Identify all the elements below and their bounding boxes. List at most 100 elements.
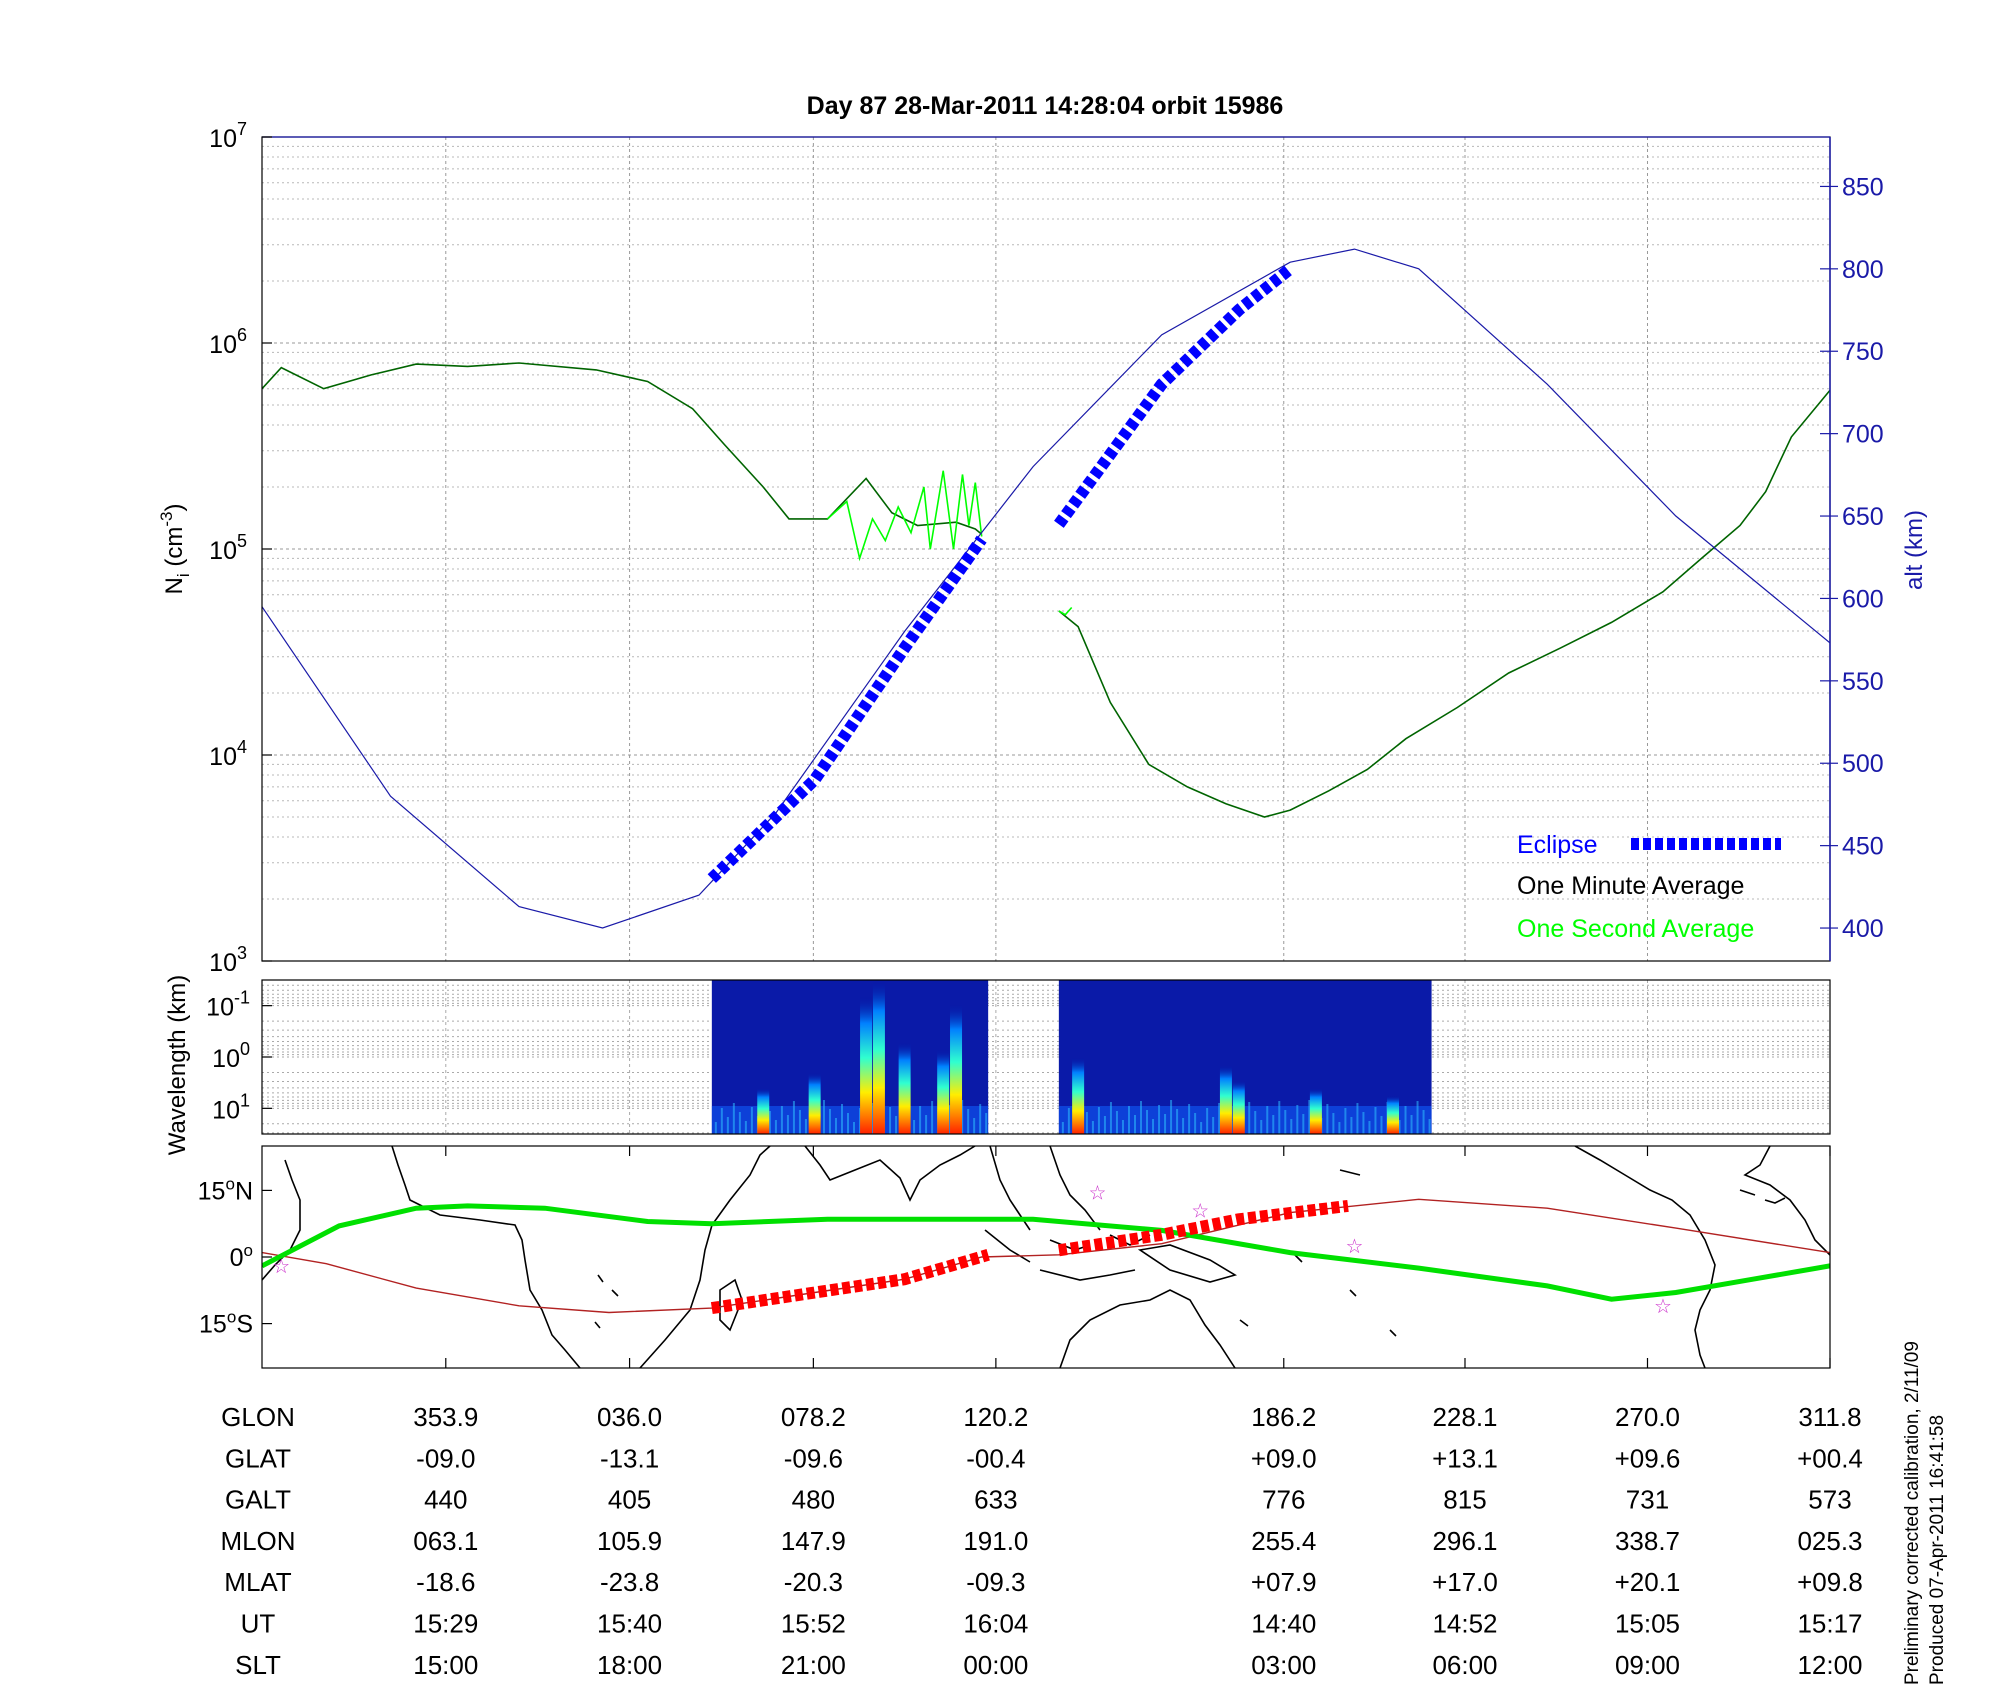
- spectrogram-striation: [973, 1118, 976, 1134]
- coast-madagascar: [719, 1278, 743, 1332]
- map-y-tick-label: 0o: [230, 1241, 253, 1272]
- spectrogram-striation: [846, 1113, 849, 1134]
- spectrogram-striation: [1164, 1114, 1167, 1134]
- tick-base: 10: [209, 743, 237, 771]
- table-cell: 078.2: [781, 1402, 846, 1432]
- spectrogram-striation: [1085, 1112, 1088, 1134]
- table-cell: +09.6: [1615, 1443, 1681, 1473]
- table-cell: -18.6: [416, 1567, 475, 1597]
- altitude-tick-label: 850: [1842, 173, 1884, 201]
- table-cell: -20.3: [784, 1567, 843, 1597]
- density-y-tick-label: 106: [209, 325, 247, 359]
- table-cell: +09.8: [1797, 1567, 1863, 1597]
- spectrogram-striation: [1182, 1118, 1185, 1134]
- table-cell: 105.9: [597, 1526, 662, 1556]
- table-cell: -09.6: [784, 1443, 843, 1473]
- table-cell: -09.0: [416, 1443, 475, 1473]
- table-cell: 338.7: [1615, 1526, 1680, 1556]
- spectrogram-striation: [1097, 1107, 1100, 1134]
- ephemeris-table: GLON GLAT GALT MLON MLAT UT SLT 353.9 -09.0 440 06…: [220, 1402, 1862, 1680]
- star-marker: ☆: [1345, 1236, 1363, 1258]
- spectrogram-striation: [1290, 1119, 1293, 1134]
- footnote: Preliminary corrected calibration, 2/11/…: [1902, 1341, 1948, 1685]
- spectrogram-striation: [1374, 1107, 1377, 1134]
- table-cell: 15:17: [1797, 1609, 1862, 1639]
- spectrogram-striation: [1206, 1108, 1209, 1134]
- one-second-line: [826, 470, 983, 562]
- spectrogram-striation: [1109, 1102, 1112, 1134]
- spectrogram-striation: [1121, 1120, 1124, 1134]
- spectrogram-striation: [859, 1108, 862, 1134]
- table-cell: +09.0: [1251, 1443, 1317, 1473]
- one-second-line: [1058, 606, 1073, 616]
- table-cell: 480: [792, 1485, 835, 1515]
- spectrogram-striation: [774, 1120, 777, 1134]
- map-tracks: ☆ ☆ ☆ ☆ ☆: [262, 1183, 1830, 1318]
- spectrogram-striation: [834, 1118, 837, 1134]
- spectrogram-striation: [732, 1103, 735, 1134]
- table-cell: 14:52: [1432, 1609, 1497, 1639]
- spectrogram-striation: [1398, 1120, 1401, 1134]
- spectrogram-striation: [1254, 1111, 1257, 1134]
- table-cell: 255.4: [1251, 1526, 1316, 1556]
- spectrogram-striation: [895, 1116, 898, 1134]
- spectrogram-striation: [1218, 1103, 1221, 1134]
- spectrogram-striation: [1212, 1117, 1215, 1134]
- tick-base: 10: [209, 125, 237, 153]
- spectrogram-striation: [1127, 1106, 1130, 1134]
- spectrogram-striation: [1133, 1115, 1136, 1134]
- table-cell: 776: [1262, 1485, 1305, 1515]
- table-cell: 15:05: [1615, 1609, 1680, 1639]
- footnote-line1: Preliminary corrected calibration, 2/11/…: [1902, 1341, 1923, 1685]
- table-cell: +07.9: [1251, 1567, 1317, 1597]
- table-row-label: MLAT: [224, 1567, 292, 1597]
- density-y-tick-label: 105: [209, 531, 247, 565]
- spectrogram-striation: [1308, 1100, 1311, 1134]
- table-cell: 00:00: [963, 1650, 1028, 1680]
- table-cell: 633: [974, 1485, 1017, 1515]
- table-row-label: GLON: [221, 1402, 295, 1432]
- spectrogram-striation: [889, 1107, 892, 1134]
- table-cell: 353.9: [413, 1402, 478, 1432]
- table-cell: -23.8: [600, 1567, 659, 1597]
- tick-exponent: 7: [237, 119, 247, 139]
- altitude-tick-label: 750: [1842, 338, 1884, 366]
- spectrogram-striation: [1067, 1108, 1070, 1134]
- spectrogram-striation: [1146, 1110, 1149, 1134]
- spectrogram-striation: [979, 1104, 982, 1134]
- table-cell: 063.1: [413, 1526, 478, 1556]
- density-y-label-unit-exp: -3: [157, 512, 176, 527]
- lat-degrees: 0: [230, 1244, 244, 1272]
- spectrogram-striation: [1170, 1100, 1173, 1134]
- coast-australia: [1059, 1289, 1236, 1368]
- table-row-label: GALT: [225, 1485, 291, 1515]
- table-cell: 228.1: [1432, 1402, 1497, 1432]
- table-cell: 025.3: [1797, 1526, 1862, 1556]
- spectrogram-striation: [1404, 1106, 1407, 1134]
- spectrogram-striation: [1158, 1105, 1161, 1134]
- table-cell: -00.4: [966, 1443, 1025, 1473]
- lat-degrees: 15: [198, 1177, 226, 1205]
- tick-exponent: 1: [240, 1090, 250, 1110]
- spectrogram-striation: [768, 1111, 771, 1134]
- spectrogram-striation: [1302, 1114, 1305, 1134]
- spectrogram-striation: [1194, 1113, 1197, 1134]
- map-x-ticks: [445, 1146, 1831, 1368]
- legend: Eclipse One Minute Average One Second Av…: [1517, 831, 1781, 943]
- spectrogram-striation: [738, 1112, 741, 1134]
- spectrogram-striation: [1176, 1109, 1179, 1134]
- table-cell: +20.1: [1615, 1567, 1681, 1597]
- coast-caribbean: [1739, 1189, 1786, 1204]
- spectrogram-burst: [898, 1041, 911, 1134]
- coastlines: [262, 1146, 1830, 1368]
- spectrogram-striation: [1115, 1111, 1118, 1134]
- table-cell: 815: [1443, 1485, 1486, 1515]
- table-cell: 731: [1626, 1485, 1669, 1515]
- density-series: [262, 248, 1830, 929]
- density-y-label: Ni (cm-3): [157, 504, 193, 595]
- map-y-tick-label: 15oS: [199, 1308, 253, 1339]
- eclipse-segment: [707, 535, 987, 883]
